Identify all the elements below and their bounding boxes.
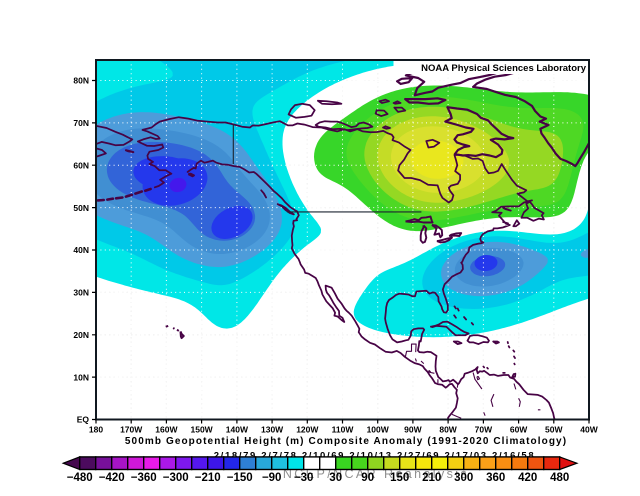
svg-text:70W: 70W [475, 424, 493, 434]
svg-text:−150: −150 [227, 472, 253, 484]
svg-text:60W: 60W [510, 424, 528, 434]
svg-text:80N: 80N [73, 76, 89, 86]
svg-text:2/18/79 2/7/78 2/10/69 2/10/13: 2/18/79 2/7/78 2/10/69 2/10/13 2/27/69 2… [214, 451, 536, 462]
svg-text:−90: −90 [262, 472, 282, 484]
svg-text:50W: 50W [545, 424, 563, 434]
svg-text:NCEP/NCAR Reanalysis: NCEP/NCAR Reanalysis [283, 467, 469, 481]
svg-text:160W: 160W [155, 424, 178, 434]
svg-text:EQ: EQ [77, 415, 90, 425]
svg-text:−300: −300 [163, 472, 189, 484]
svg-text:150W: 150W [190, 424, 213, 434]
svg-text:20N: 20N [73, 330, 89, 340]
svg-text:−360: −360 [131, 472, 157, 484]
svg-text:40N: 40N [73, 245, 89, 255]
svg-text:−480: −480 [67, 472, 93, 484]
svg-text:−30: −30 [294, 472, 314, 484]
svg-text:300: 300 [454, 472, 473, 484]
svg-text:130W: 130W [261, 424, 284, 434]
svg-text:140W: 140W [226, 424, 249, 434]
svg-text:170W: 170W [120, 424, 143, 434]
svg-text:90W: 90W [404, 424, 422, 434]
svg-text:150: 150 [390, 472, 409, 484]
svg-text:90: 90 [361, 472, 374, 484]
svg-text:60N: 60N [73, 160, 89, 170]
svg-text:40W: 40W [580, 424, 598, 434]
svg-text:360: 360 [486, 472, 505, 484]
svg-text:210: 210 [422, 472, 441, 484]
svg-text:100W: 100W [367, 424, 390, 434]
svg-text:110W: 110W [332, 424, 355, 434]
svg-text:NOAA Physical Sciences Labo: NOAA Physical Sciences Laboratory [421, 63, 587, 74]
svg-text:500mb Geopotential Height (m): 500mb Geopotential Height (m) Composite … [125, 436, 567, 447]
svg-text:30: 30 [329, 472, 342, 484]
svg-text:−420: −420 [99, 472, 125, 484]
svg-text:50N: 50N [73, 203, 89, 213]
svg-text:70N: 70N [73, 118, 89, 128]
svg-text:120W: 120W [296, 424, 319, 434]
svg-text:180: 180 [89, 424, 103, 434]
svg-text:480: 480 [550, 472, 569, 484]
svg-text:10N: 10N [73, 372, 89, 382]
svg-text:30N: 30N [73, 288, 89, 298]
svg-text:−210: −210 [195, 472, 221, 484]
svg-text:80W: 80W [439, 424, 457, 434]
svg-text:420: 420 [518, 472, 537, 484]
